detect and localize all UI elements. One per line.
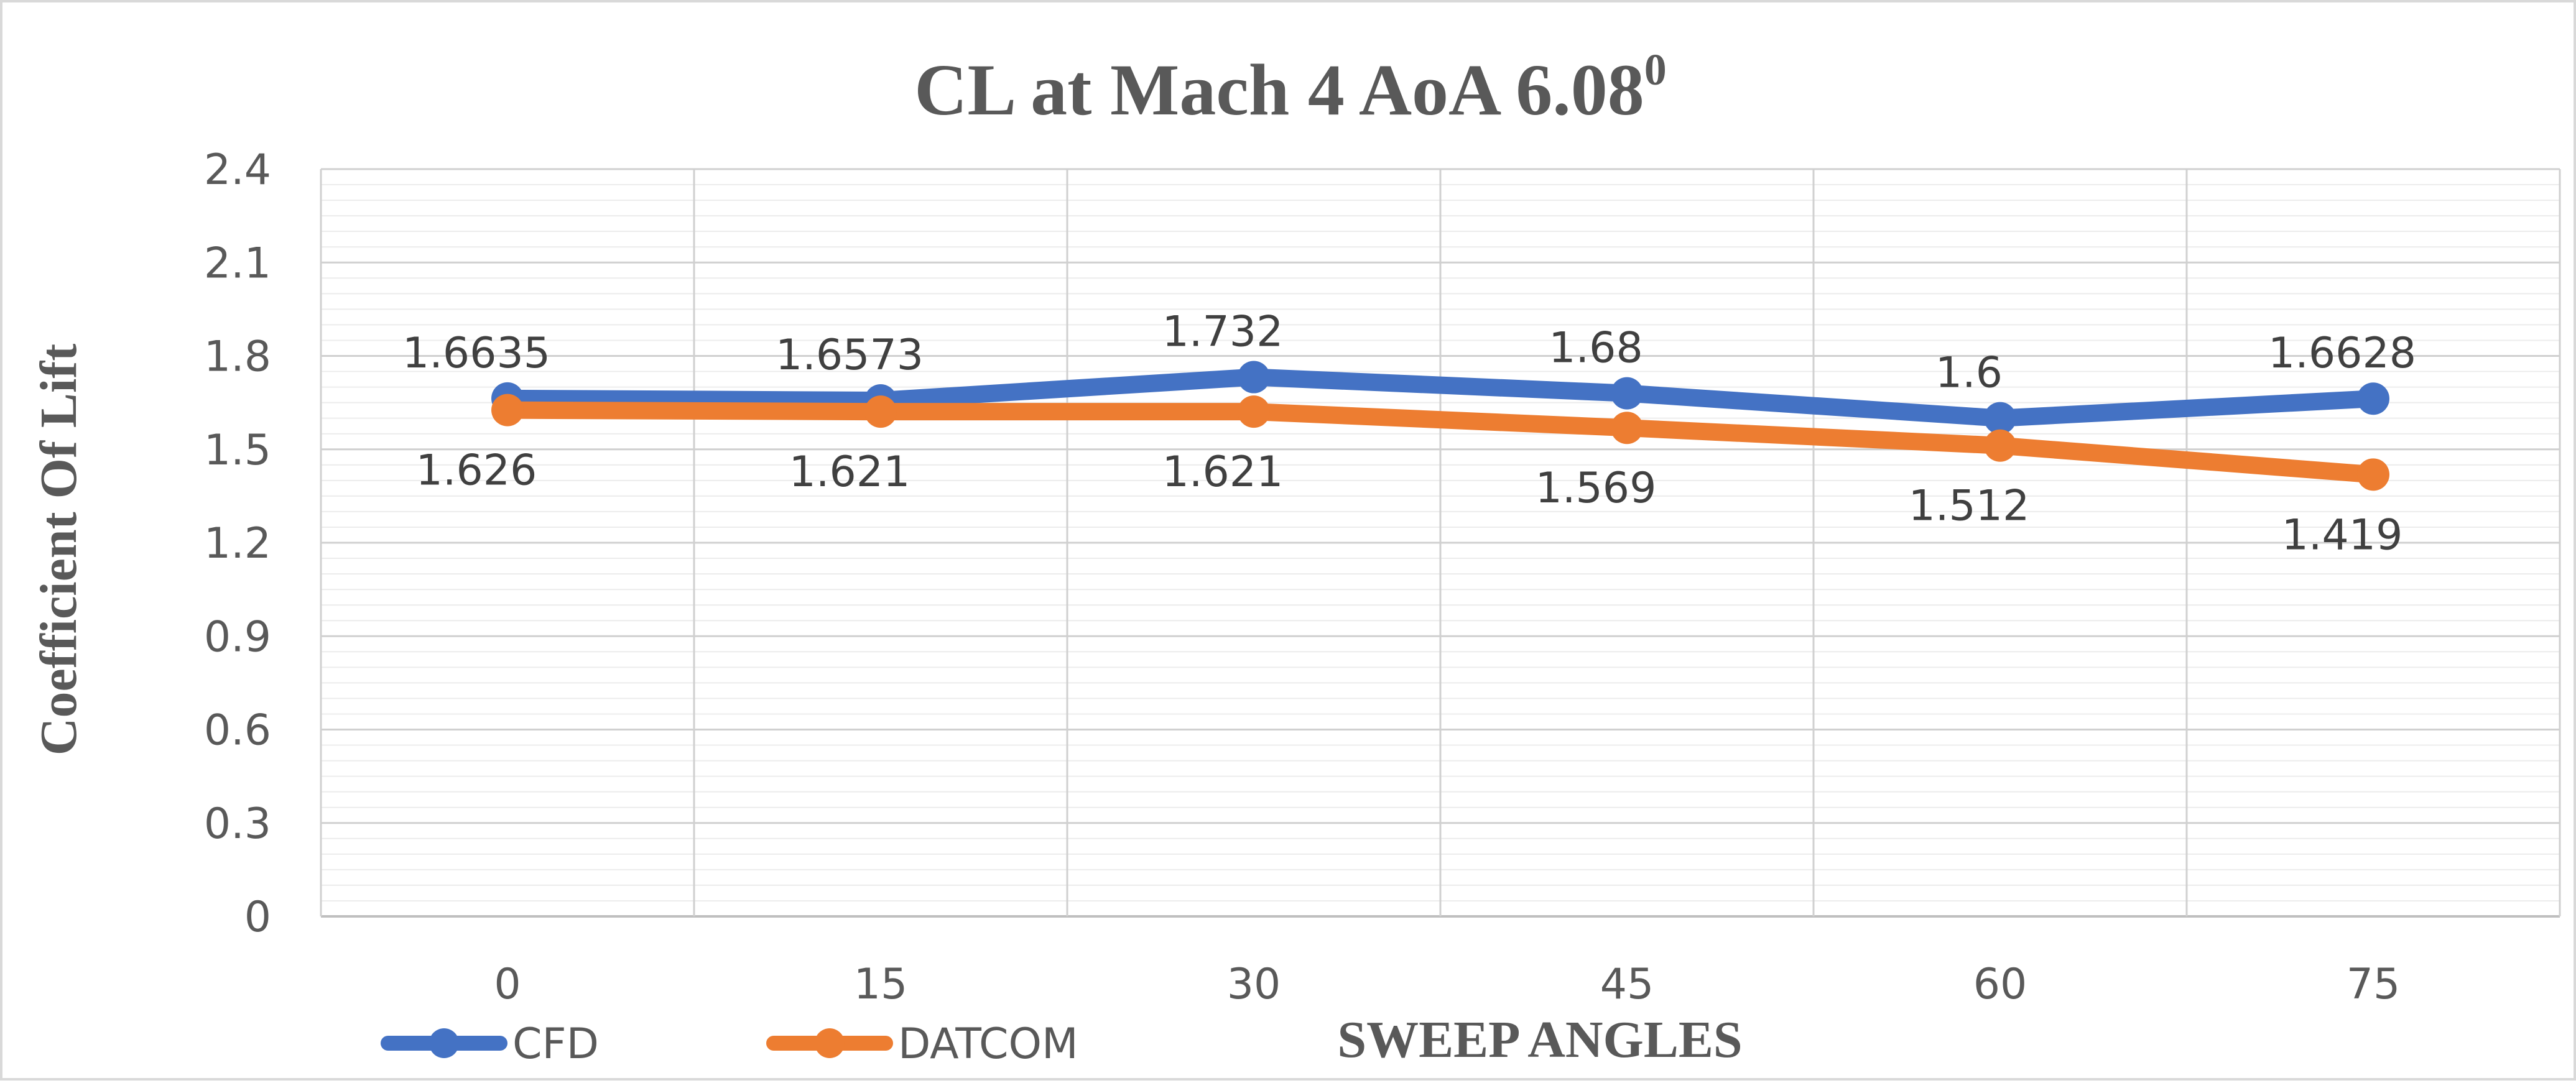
y-axis-title: Coefficient Of Lift xyxy=(30,344,88,755)
y-tick-label: 1.5 xyxy=(204,426,271,475)
data-label-datcom: 1.512 xyxy=(1909,482,2030,531)
data-point-cfd xyxy=(1238,361,1270,394)
data-point-cfd xyxy=(1611,377,1643,410)
y-tick-label: 0.9 xyxy=(204,612,271,661)
data-label-datcom: 1.621 xyxy=(789,448,910,497)
data-point-datcom xyxy=(864,395,897,428)
series-line-cfd xyxy=(499,368,2382,427)
y-tick-label: 0.3 xyxy=(204,800,271,849)
y-tick-label: 2.1 xyxy=(204,239,271,288)
legend-marker-datcom xyxy=(815,1028,845,1058)
data-label-datcom: 1.621 xyxy=(1162,448,1284,497)
x-tick-label: 30 xyxy=(1227,960,1281,1009)
data-point-datcom xyxy=(1611,412,1643,445)
x-axis-title: SWEEP ANGLES xyxy=(1337,1011,1742,1069)
chart-title-text: CL at Mach 4 AoA 6.08 xyxy=(914,49,1644,131)
data-label-cfd: 1.6635 xyxy=(402,329,550,378)
vertical-gridlines xyxy=(320,169,2561,916)
x-tick-label: 75 xyxy=(2347,960,2401,1009)
data-point-cfd xyxy=(1984,402,2016,435)
chart-title-superscript: 0 xyxy=(1644,45,1667,94)
legend-label-datcom: DATCOM xyxy=(898,1020,1078,1069)
data-label-cfd: 1.6573 xyxy=(776,331,924,380)
data-label-datcom: 1.419 xyxy=(2282,510,2403,560)
data-label-cfd: 1.6 xyxy=(1935,349,2003,398)
legend-marker-cfd xyxy=(429,1028,459,1058)
x-tick-label: 15 xyxy=(854,960,908,1009)
tick-labels-layer: 0 0.3 0.6 0.9 1.2 1.5 1.8 2.1 2.4 0 15 30 45 60 75 xyxy=(204,145,2400,1009)
data-label-datcom: 1.626 xyxy=(416,446,537,495)
x-tick-label: 60 xyxy=(1973,960,2027,1009)
data-point-datcom xyxy=(491,394,524,426)
data-label-cfd: 1.6628 xyxy=(2268,329,2416,378)
y-tick-label: 0 xyxy=(244,893,271,942)
data-label-cfd: 1.732 xyxy=(1162,308,1284,357)
y-tick-label: 2.4 xyxy=(204,145,271,195)
x-tick-label: 0 xyxy=(494,960,521,1009)
x-tick-label: 45 xyxy=(1600,960,1654,1009)
chart-title: CL at Mach 4 AoA 6.080 xyxy=(914,45,1667,131)
legend-label-cfd: CFD xyxy=(512,1020,599,1069)
series-line-datcom xyxy=(499,401,2382,484)
data-point-datcom xyxy=(2357,458,2389,491)
legend: CFD DATCOM xyxy=(381,1020,1078,1069)
series-layer xyxy=(491,361,2389,491)
data-labels-layer: 1.6635 1.6573 1.732 1.68 1.6 1.6628 1.626 1.621… xyxy=(402,308,2416,560)
data-point-cfd xyxy=(2357,382,2389,415)
y-tick-label: 1.2 xyxy=(204,519,271,568)
data-point-datcom xyxy=(1238,395,1270,428)
y-tick-label: 0.6 xyxy=(204,706,271,755)
data-label-cfd: 1.68 xyxy=(1549,324,1642,373)
y-tick-label: 1.8 xyxy=(204,333,271,382)
data-point-datcom xyxy=(1984,429,2016,462)
data-label-datcom: 1.569 xyxy=(1536,464,1657,513)
